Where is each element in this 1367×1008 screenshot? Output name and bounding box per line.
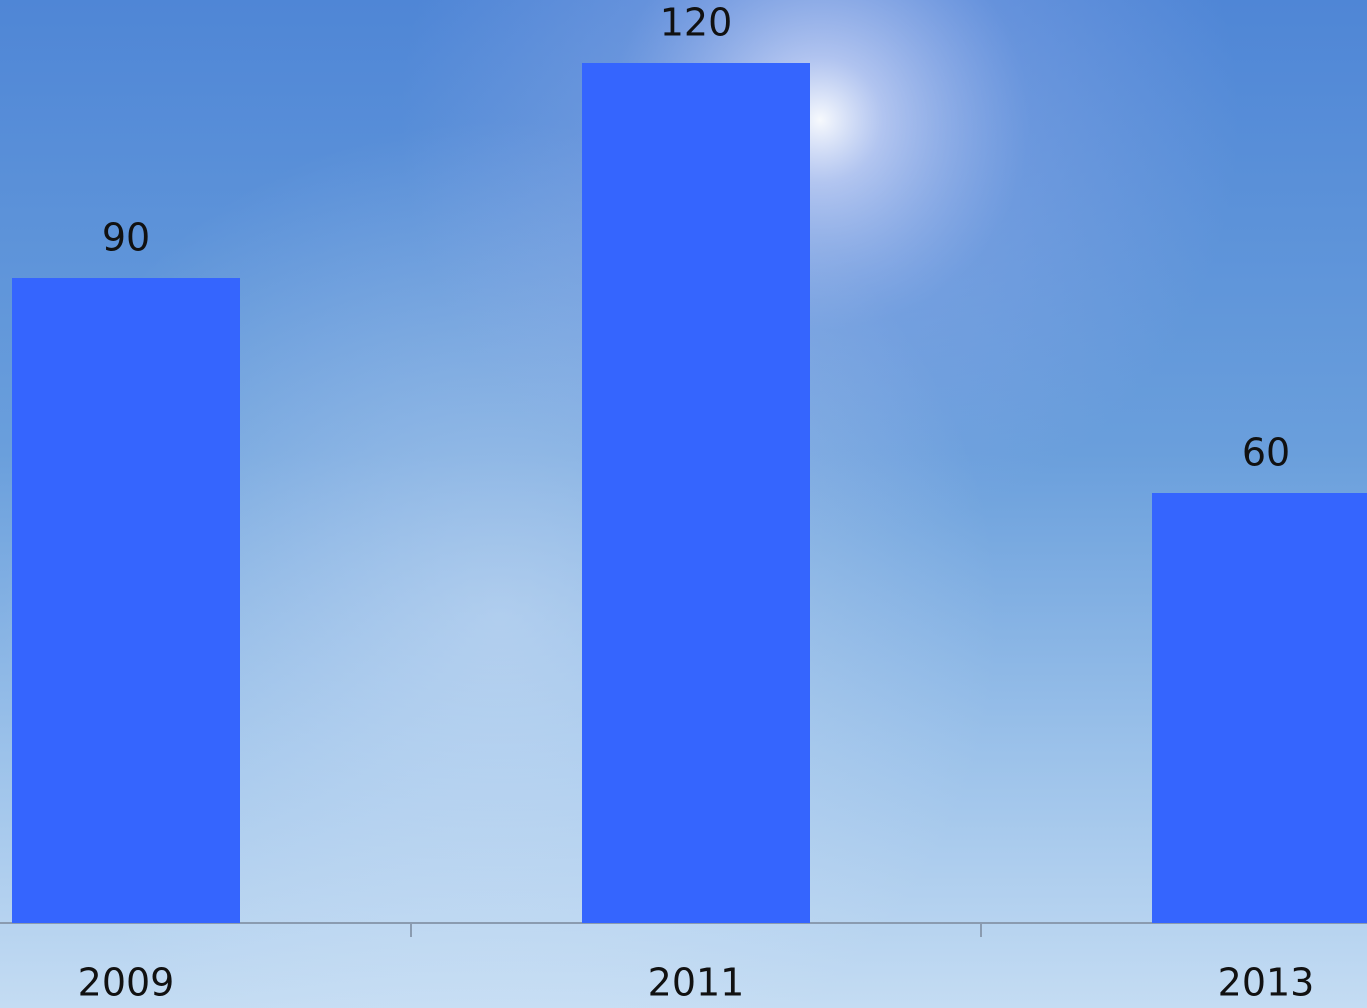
value-label: 90	[102, 216, 150, 260]
x-tick-label: 2011	[648, 961, 745, 1005]
x-tick-label: 2009	[78, 961, 175, 1005]
bar	[12, 278, 240, 923]
bar	[1152, 493, 1367, 923]
bar	[582, 63, 810, 923]
value-label: 120	[660, 1, 733, 45]
value-label: 60	[1242, 431, 1290, 475]
x-tick-label: 2013	[1218, 961, 1315, 1005]
